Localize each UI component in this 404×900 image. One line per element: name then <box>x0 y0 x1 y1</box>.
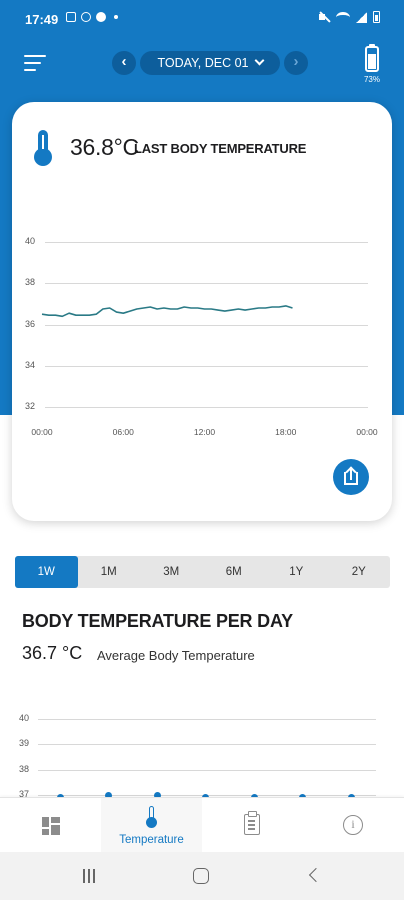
tab-3m[interactable]: 3M <box>163 566 180 578</box>
chevron-down-icon <box>254 55 264 66</box>
grid-line <box>45 283 368 285</box>
date-selector: ‹ TODAY, DEC 01 › <box>112 51 308 75</box>
last-temperature-label: LAST BODY TEMPERATURE <box>134 141 307 156</box>
tab-6m[interactable]: 6M <box>225 566 242 578</box>
nav-temperature-label: Temperature <box>119 834 184 846</box>
grid-line <box>38 719 376 720</box>
grid-line <box>45 365 368 367</box>
x-tick-label: 12:00 <box>193 427 216 437</box>
share-button[interactable] <box>333 459 369 495</box>
gallery-notification-icon <box>66 12 76 22</box>
y-tick-label: 40 <box>19 713 30 723</box>
y-tick-label: 38 <box>25 277 36 288</box>
average-temperature-label: Average Body Temperature <box>97 648 255 663</box>
system-navigation-bar <box>0 852 404 900</box>
app-notification-icon <box>96 12 106 22</box>
section-title: BODY TEMPERATURE PER DAY <box>22 611 293 631</box>
y-tick-label: 32 <box>25 401 36 411</box>
y-tick-label: 36 <box>25 318 36 329</box>
home-icon[interactable] <box>193 868 209 884</box>
bottom-navigation: Temperature i <box>0 797 404 853</box>
daily-average-point[interactable] <box>105 791 112 799</box>
clipboard-icon <box>244 811 260 835</box>
status-bar: 17:49 <box>0 0 404 40</box>
system-status-icons <box>318 11 380 23</box>
y-tick-label: 38 <box>19 763 30 774</box>
device-status[interactable]: 73% <box>361 44 383 84</box>
last-temperature-value: 36.8°C <box>70 134 139 160</box>
nav-info[interactable]: i <box>303 798 404 853</box>
notification-icons <box>66 12 118 22</box>
y-tick-label: 34 <box>25 359 36 370</box>
x-tick-label: 00:00 <box>31 427 53 437</box>
chevron-right-icon[interactable]: › <box>284 51 308 75</box>
grid-line <box>45 242 368 243</box>
nav-temperature[interactable]: Temperature <box>101 798 202 853</box>
thermometer-device-battery-icon <box>365 44 379 72</box>
last-temperature-card: 36.8°C LAST BODY TEMPERATURE 40 38 36 34 32 0… <box>12 102 392 521</box>
nav-records[interactable] <box>202 798 303 853</box>
thermometer-icon <box>32 130 54 166</box>
thermometer-icon <box>146 806 157 828</box>
grid-line <box>45 324 368 326</box>
x-tick-label: 00:00 <box>356 427 378 437</box>
grid-line <box>38 744 376 746</box>
hamburger-menu-icon[interactable] <box>24 54 48 72</box>
location-notification-icon <box>81 12 91 22</box>
average-temperature-value: 36.7 °C <box>22 643 83 663</box>
signal-icon <box>356 11 367 23</box>
nav-dashboard[interactable] <box>0 798 101 853</box>
chart-plot-area <box>41 305 293 318</box>
device-battery-percent: 73% <box>363 75 380 84</box>
temperature-series-line <box>41 305 293 318</box>
x-tick-label: 18:00 <box>275 427 297 437</box>
tab-1w[interactable]: 1W <box>15 556 78 588</box>
chevron-left-icon[interactable]: ‹ <box>112 51 136 75</box>
y-tick-label: 40 <box>25 236 36 246</box>
share-icon <box>344 472 358 485</box>
y-tick-label: 37 <box>19 789 30 799</box>
date-dropdown[interactable]: TODAY, DEC 01 <box>140 51 280 75</box>
dashboard-icon <box>42 817 60 835</box>
grid-line <box>45 407 368 408</box>
battery-icon <box>373 11 380 23</box>
mute-icon <box>318 11 330 23</box>
grid-line <box>38 769 376 771</box>
tab-1m[interactable]: 1M <box>100 566 117 578</box>
tab-2y[interactable]: 2Y <box>351 566 366 578</box>
period-tabs: 1W 1M 3M 6M 1Y 2Y <box>15 556 390 588</box>
y-tick-label: 39 <box>19 738 30 749</box>
tab-1y[interactable]: 1Y <box>289 566 304 578</box>
date-label: TODAY, DEC 01 <box>157 56 249 70</box>
recent-apps-icon[interactable] <box>81 869 97 883</box>
daily-average-point[interactable] <box>153 791 161 799</box>
info-icon: i <box>343 815 363 835</box>
status-time: 17:49 <box>25 12 59 27</box>
wifi-icon <box>336 11 350 23</box>
x-tick-label: 06:00 <box>112 427 134 437</box>
more-dot-icon <box>114 15 118 19</box>
back-icon[interactable] <box>308 867 324 883</box>
